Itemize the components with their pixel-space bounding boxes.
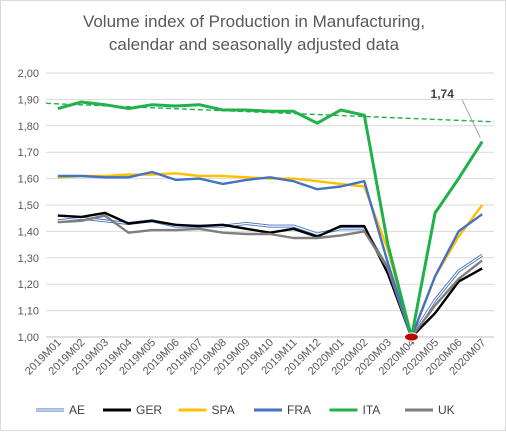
annotation-leader-line — [461, 99, 481, 138]
chart-title: Volume index of Production in Manufactur… — [83, 12, 425, 54]
legend-label-ita: ITA — [363, 403, 381, 417]
y-tick-label: 2,00 — [18, 68, 39, 80]
y-tick-label: 1,20 — [18, 279, 39, 291]
annotation-group: 1,74 — [431, 87, 481, 138]
legend-label-ger: GER — [136, 403, 162, 417]
y-tick-label: 1,80 — [18, 121, 39, 133]
y-tick-label: 1,60 — [18, 174, 39, 186]
y-tick-label: 1,10 — [18, 306, 39, 318]
legend-label-uk: UK — [438, 403, 455, 417]
legend-label-fra: FRA — [287, 403, 311, 417]
legend: AE GER SPA FRA ITA UK — [36, 403, 455, 417]
highlight-point — [403, 332, 419, 342]
y-axis-ticks: 1,00 1,10 1,20 1,30 1,40 1,50 1,60 1,70 1,80 1,90… — [18, 68, 39, 344]
series-line-spa — [57, 172, 484, 339]
chart-title-line-2: calendar and seasonally adjusted data — [109, 35, 400, 54]
x-axis-ticks: 2019M012019M022019M032019M042019M052019M… — [23, 337, 488, 378]
y-tick-label: 1,50 — [18, 200, 39, 212]
legend-label-ae: AE — [69, 403, 85, 417]
y-tick-label: 1,90 — [18, 94, 39, 106]
y-tick-label: 1,40 — [18, 226, 39, 238]
legend-label-spa: SPA — [212, 403, 235, 417]
series-line-fra — [57, 170, 483, 339]
annotation-label: 1,74 — [431, 87, 455, 101]
y-tick-label: 1,00 — [18, 332, 39, 344]
chart-title-line-1: Volume index of Production in Manufactur… — [83, 12, 425, 31]
gridlines — [46, 72, 494, 312]
series-group — [57, 100, 484, 342]
y-tick-label: 1,70 — [18, 147, 39, 159]
y-tick-label: 1,30 — [18, 253, 39, 265]
